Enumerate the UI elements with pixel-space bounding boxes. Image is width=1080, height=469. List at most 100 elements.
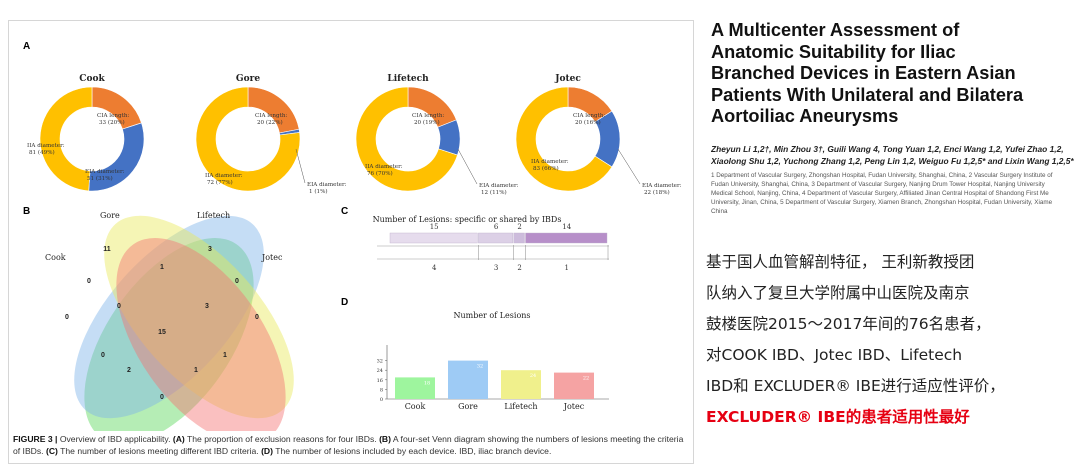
caption-text-5: The number of lesions included by each d… [273, 445, 552, 456]
caption-text-4: The number of lesions meeting different … [57, 445, 262, 456]
caption-lead: FIGURE 3 | [13, 434, 60, 444]
bar-chart: 0 8 16 24 32 18 Cook 32 Gore 24 Lifetech 22 Jotec [377, 345, 609, 411]
donut-slice-label: IIA diameter: [27, 143, 65, 149]
bar-chart-category-label: Cook [405, 402, 426, 411]
panel-label-b: B [23, 206, 30, 217]
affiliation-list: 1 Department of Vascular Surgery, Zhongs… [711, 171, 1076, 215]
summary-line: 队纳入了复旦大学附属中山医院及南京 [706, 284, 970, 302]
donut-slice [247, 86, 300, 134]
stacked-bar-segment [525, 232, 608, 244]
donut-slice-value: 12 (11%) [481, 189, 507, 196]
author-line: Xiaolong Shu 1,2, Yuchong Zhang 1,2, Pen… [711, 156, 1074, 166]
caption-b: (B) [379, 434, 391, 444]
bar-chart-tick-label: 0 [380, 397, 383, 403]
affiliation-line: China [711, 208, 728, 215]
donut-slice-label: EIA diameter: [642, 183, 682, 189]
venn-count-all-four: 15 [158, 329, 166, 336]
venn-set-jotec [116, 238, 286, 431]
donut-slice-value: 51 (31%) [87, 175, 113, 182]
panel-label-a: A [23, 41, 30, 52]
venn-count-cook-gore-lifetech: 0 [117, 303, 121, 310]
donut-leader-line [457, 148, 478, 185]
donut-slice-label: CIA length: [412, 113, 444, 119]
stacked-bar-segment [478, 232, 513, 244]
donut-slice-value: 20 (16%) [575, 119, 601, 126]
paper-title-line: Branched Devices in Eastern Asian [711, 63, 1016, 83]
bar-chart-category-label: Lifetech [504, 402, 537, 411]
author-line: Zheyun Li 1,2†, Min Zhou 3†, Guili Wang … [711, 144, 1064, 154]
venn-diagram: Cook Gore Lifetech Jotec 11 3 1 0 0 0 0 … [45, 211, 294, 431]
donut-slice-value: 20 (22%) [257, 119, 283, 126]
paper-title: A Multicenter Assessment of Anatomic Sui… [711, 20, 1076, 128]
figure-panel: A Cook CIA length: 33 (20%) EIA diameter: 51… [8, 20, 694, 464]
author-list: Zheyun Li 1,2†, Min Zhou 3†, Guili Wang … [711, 143, 1076, 167]
bar-chart-tick-label: 32 [377, 359, 383, 365]
venn-set-cook [84, 238, 254, 431]
bar-chart-tick-label: 16 [377, 378, 383, 384]
donut-slice-value: 83 (66%) [533, 165, 559, 172]
donut-jotec: Jotec CIA length:20 (16%) EIA diameter:22 … [515, 74, 682, 196]
bar-chart-tick-label: 8 [380, 387, 383, 393]
venn-count-cook-jotec: 0 [160, 394, 164, 401]
bar-chart-title: Number of Lesions [453, 311, 530, 320]
paper-title-line: Aortoiliac Aneurysms [711, 106, 899, 126]
donut-title: Lifetech [387, 74, 429, 84]
summary-line: 对COOK IBD、Jotec IBD、Lifetech [706, 346, 963, 364]
venn-count-cook-only: 0 [65, 314, 69, 321]
stacked-bar-lesion-count: 2 [517, 223, 521, 231]
caption-c: (C) [45, 445, 58, 456]
venn-count-cook-lifetech-jotec: 2 [127, 367, 131, 374]
donut-cook: Cook CIA length:33 (20%) EIA diameter:51 (… [27, 74, 145, 192]
caption-text-3: A four-set Venn diagram showing the numb… [13, 434, 684, 456]
venn-count-lifetech-only: 3 [208, 246, 212, 253]
donut-slice-label: EIA diameter: [307, 182, 347, 188]
donut-slice-label: IIA diameter: [365, 164, 403, 170]
stacked-bar-segment [513, 232, 525, 244]
bar-chart-tick-label: 24 [377, 368, 383, 374]
affiliation-line: University, Jinan, China, 5 Department o… [711, 199, 1053, 206]
venn-label-gore: Gore [100, 211, 120, 220]
affiliation-line: Fudan University, Shanghai, China, 3 Dep… [711, 181, 1045, 188]
venn-count-jotec-only: 0 [255, 314, 259, 321]
panel-label-c: C [341, 206, 348, 217]
donut-slice-value: 22 (18%) [644, 189, 670, 196]
donut-title: Jotec [554, 74, 581, 84]
venn-count-gore-lifetech-jotec: 3 [205, 303, 209, 310]
venn-label-lifetech: Lifetech [197, 211, 230, 220]
venn-count-cook-lifetech: 0 [101, 352, 105, 359]
summary-highlight: EXCLUDER® IBE的患者适用性最好 [706, 408, 970, 426]
donut-slice-label: IIA diameter: [205, 173, 243, 179]
donut-slice-value: 76 (70%) [367, 170, 393, 177]
stacked-bar-ibd-count: 3 [494, 264, 498, 272]
donut-slice-label: CIA length: [255, 113, 287, 119]
bar-chart-data-label: 18 [424, 380, 430, 386]
summary-line: IBD和 EXCLUDER® IBE进行适应性评价， [706, 377, 1005, 395]
caption-text-2: The proportion of exclusion reasons for … [184, 434, 380, 444]
donut-slice [355, 86, 458, 192]
donut-title: Cook [79, 74, 105, 84]
bar-chart-category-label: Gore [458, 402, 478, 411]
donut-slice-label: EIA diameter: [479, 183, 519, 189]
venn-count-cook-gore-jotec: 1 [223, 352, 227, 359]
donut-slice-label: EIA diameter: [85, 169, 125, 175]
donut-slice-value: 1 (1%) [309, 188, 328, 195]
caption-text-1: Overview of IBD applicability. [59, 434, 173, 444]
donut-slice-value: 33 (20%) [99, 119, 125, 126]
paper-title-line: Anatomic Suitability for Iliac [711, 41, 956, 62]
bar-chart-bar [395, 377, 435, 399]
venn-count-cook-gore: 0 [87, 278, 91, 285]
venn-count-gore-only: 11 [103, 246, 111, 253]
donut-gore: Gore CIA length:20 (22%) EIA diameter:1 (1… [195, 74, 347, 195]
figure-caption: FIGURE 3 | Overview of IBD applicability… [13, 434, 691, 457]
bar-chart-data-label: 24 [530, 373, 536, 379]
bar-chart-data-label: 22 [583, 376, 589, 382]
venn-label-cook: Cook [45, 253, 66, 262]
stacked-bar-lesion-count: 14 [562, 223, 571, 231]
donut-slice-value: 81 (49%) [29, 149, 55, 156]
stacked-bar: 15 4 6 3 2 2 14 1 [389, 223, 609, 272]
stacked-bar-ibd-count: 2 [517, 264, 521, 272]
caption-d: (D) [261, 445, 273, 456]
affiliation-line: 1 Department of Vascular Surgery, Zhongs… [711, 172, 1053, 179]
bar-chart-bar [448, 360, 488, 399]
